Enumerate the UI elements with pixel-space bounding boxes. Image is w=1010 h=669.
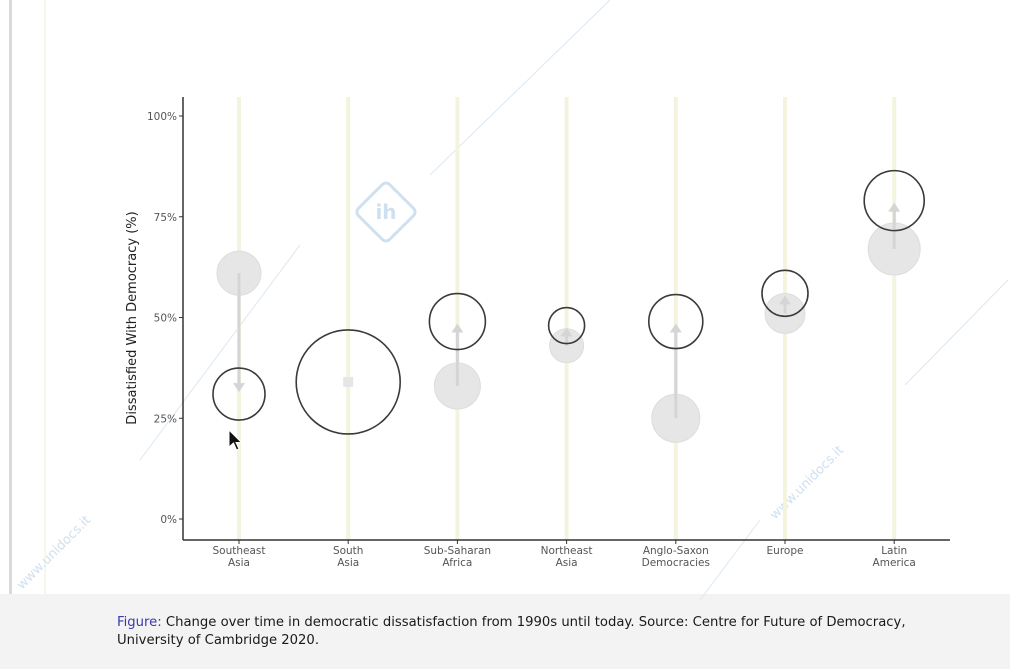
y-tick-label: 75% [154,212,177,224]
y-tick-label: 100% [147,111,177,123]
x-tick-label: Southeast Asia [213,545,266,569]
change-arrow-head [233,383,245,393]
watermark: ih www.unidocs.it www.unidocs.it [14,0,1009,600]
dissatisfaction-chart: ih www.unidocs.it www.unidocs.it 0% 25% 50… [14,0,1009,600]
left-guide-line [44,0,46,600]
plot-area: 0% 25% 50% 75% 100% Southeast Asia South Asia Sub… [125,97,950,569]
change-arrow-head [560,327,573,337]
left-edge-rule [9,0,12,669]
marker-after [863,169,926,232]
x-tick-label: Northeast Asia [541,545,593,569]
svg-text:www.unidocs.it: www.unidocs.it [767,443,847,523]
change-arrow-head [888,202,901,212]
marker-after [212,367,266,421]
marker-after [428,292,487,351]
x-tick-label: Anglo-Saxon Democracies [642,545,710,569]
x-tick-label: Europe [767,545,804,557]
caption-label: Figure: [117,615,162,630]
mouse-cursor-icon [228,428,243,451]
figure-caption: Figure: Change over time in democratic d… [117,614,917,650]
caption-band [0,594,1010,669]
y-tick-label: 50% [154,313,177,325]
y-tick-label: 0% [160,514,177,526]
marker-after [647,293,704,350]
y-axis-label: Dissatisfied With Democracy (%) [125,211,140,424]
marker-point [343,376,354,387]
y-tick-label: 25% [154,413,177,425]
change-arrow-head [669,323,682,333]
x-tick-label: South Asia [333,545,364,569]
svg-text:ih: ih [375,200,396,224]
x-tick-label: Sub-Saharan Africa [424,545,491,569]
change-arrow-head [779,295,791,305]
marker-after [295,329,402,435]
marker-after [547,306,586,345]
watermark-logo-icon: ih [355,181,417,243]
marker-after [761,269,809,318]
caption-text: Change over time in democratic dissatisf… [117,615,906,648]
change-arrow-head [451,323,464,333]
x-tick-label: Latin America [873,545,916,569]
svg-text:www.unidocs.it: www.unidocs.it [14,513,94,593]
